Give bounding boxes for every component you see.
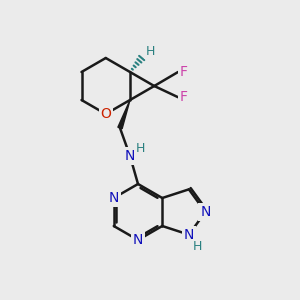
Text: H: H bbox=[145, 45, 155, 58]
Polygon shape bbox=[118, 100, 130, 129]
Text: N: N bbox=[109, 191, 119, 205]
Text: N: N bbox=[125, 149, 135, 163]
Text: H: H bbox=[135, 142, 145, 154]
Text: H: H bbox=[193, 240, 203, 253]
Text: N: N bbox=[133, 233, 143, 247]
Text: O: O bbox=[100, 107, 111, 121]
Text: F: F bbox=[180, 65, 188, 79]
Text: F: F bbox=[180, 90, 188, 104]
Text: N: N bbox=[200, 205, 211, 219]
Text: N: N bbox=[184, 228, 194, 242]
